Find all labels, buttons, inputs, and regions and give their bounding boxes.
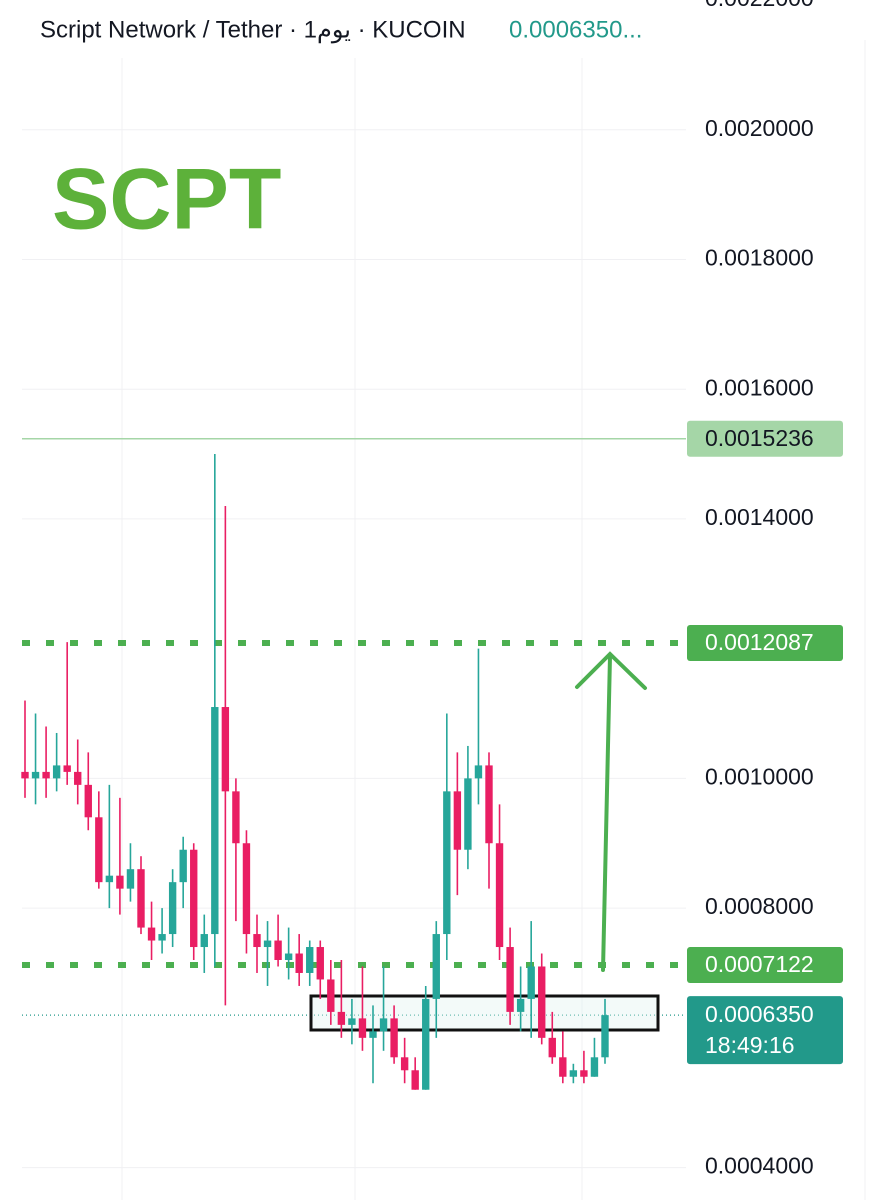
level-label-bg <box>687 625 843 662</box>
candle-body <box>168 882 177 935</box>
candle-body <box>158 934 166 941</box>
level-label-bg <box>687 947 843 984</box>
candle-body <box>485 765 493 844</box>
candle-body <box>474 765 483 779</box>
y-tick-label: 0.0008000 <box>705 893 814 919</box>
candle-body <box>348 1018 356 1025</box>
candle-body <box>63 765 71 772</box>
y-tick-label: 0.0010000 <box>705 763 814 789</box>
candle-body <box>327 979 335 1012</box>
candle-body <box>147 927 156 941</box>
candle-body <box>400 1057 409 1071</box>
candle-body <box>42 771 50 779</box>
candle-body <box>95 817 103 883</box>
candle-body <box>105 875 114 883</box>
y-tick-label: 0.0018000 <box>705 245 814 271</box>
candle-body <box>559 1057 567 1077</box>
candle-body <box>379 1018 388 1032</box>
y-tick-label: 0.0014000 <box>705 504 814 530</box>
candle-body <box>31 771 40 779</box>
candle-body <box>74 771 82 785</box>
candle-body <box>274 940 282 960</box>
header-title: Script Network / Tether · 1يوم · KUCOIN <box>40 16 466 43</box>
candle-body <box>190 849 198 948</box>
countdown: 18:49:16 <box>705 1032 795 1058</box>
candle-body <box>137 869 145 928</box>
candle-body <box>337 1011 346 1025</box>
y-tick-label: 0.0020000 <box>705 115 814 141</box>
candle-body <box>116 875 124 889</box>
arrow <box>575 651 647 972</box>
annotation: SCPT <box>52 152 281 248</box>
candle-body <box>516 998 525 1012</box>
candle-body <box>126 869 135 889</box>
header-bg <box>0 0 686 58</box>
candle-body <box>453 791 462 850</box>
candle-body <box>221 707 230 792</box>
header-price: 0.0006350... <box>509 16 642 43</box>
last-price-label: 0.0006350 <box>705 1001 814 1027</box>
candle-body <box>495 843 504 948</box>
y-tick-label: 0.0016000 <box>705 374 814 400</box>
level-label: 0.0015236 <box>705 425 814 451</box>
candle-body <box>316 947 324 980</box>
candle-body <box>527 966 535 999</box>
candle-body <box>590 1057 599 1077</box>
candle-body <box>422 998 430 1090</box>
range-box <box>309 994 660 1032</box>
candle-body <box>432 934 440 999</box>
candle-body <box>84 784 92 818</box>
candle-body <box>295 953 303 973</box>
y-tick-label: 0.0004000 <box>705 1153 814 1179</box>
candle-body <box>390 1018 398 1058</box>
candle-body <box>211 707 219 935</box>
candle-body <box>232 791 240 844</box>
candle-body <box>548 1037 556 1058</box>
candle-body <box>242 843 251 935</box>
candle-body <box>200 934 208 948</box>
candle-body <box>538 966 546 1038</box>
y-tick-label: 0.0022000 <box>705 0 814 11</box>
candle-body <box>253 934 261 948</box>
candle-body <box>358 1018 367 1038</box>
candle-body <box>411 1070 419 1090</box>
candle-body <box>506 947 514 1012</box>
candle-body <box>464 778 472 850</box>
level-label: 0.0012087 <box>705 629 814 655</box>
candle-body <box>601 1015 609 1058</box>
last-price-bg <box>687 996 843 1065</box>
candle-body <box>443 791 451 935</box>
level-label: 0.0007122 <box>705 951 814 977</box>
candle-body <box>179 849 187 883</box>
level-label-bg <box>687 420 843 457</box>
candle-body <box>369 1031 377 1038</box>
candle-body <box>306 947 314 973</box>
candle-body <box>263 940 272 948</box>
vertical-grid <box>121 40 866 1200</box>
candle-body <box>21 771 29 779</box>
candle-body <box>569 1070 578 1077</box>
candle-body <box>284 953 293 960</box>
candle-body <box>52 765 61 779</box>
candle-body <box>580 1070 588 1077</box>
